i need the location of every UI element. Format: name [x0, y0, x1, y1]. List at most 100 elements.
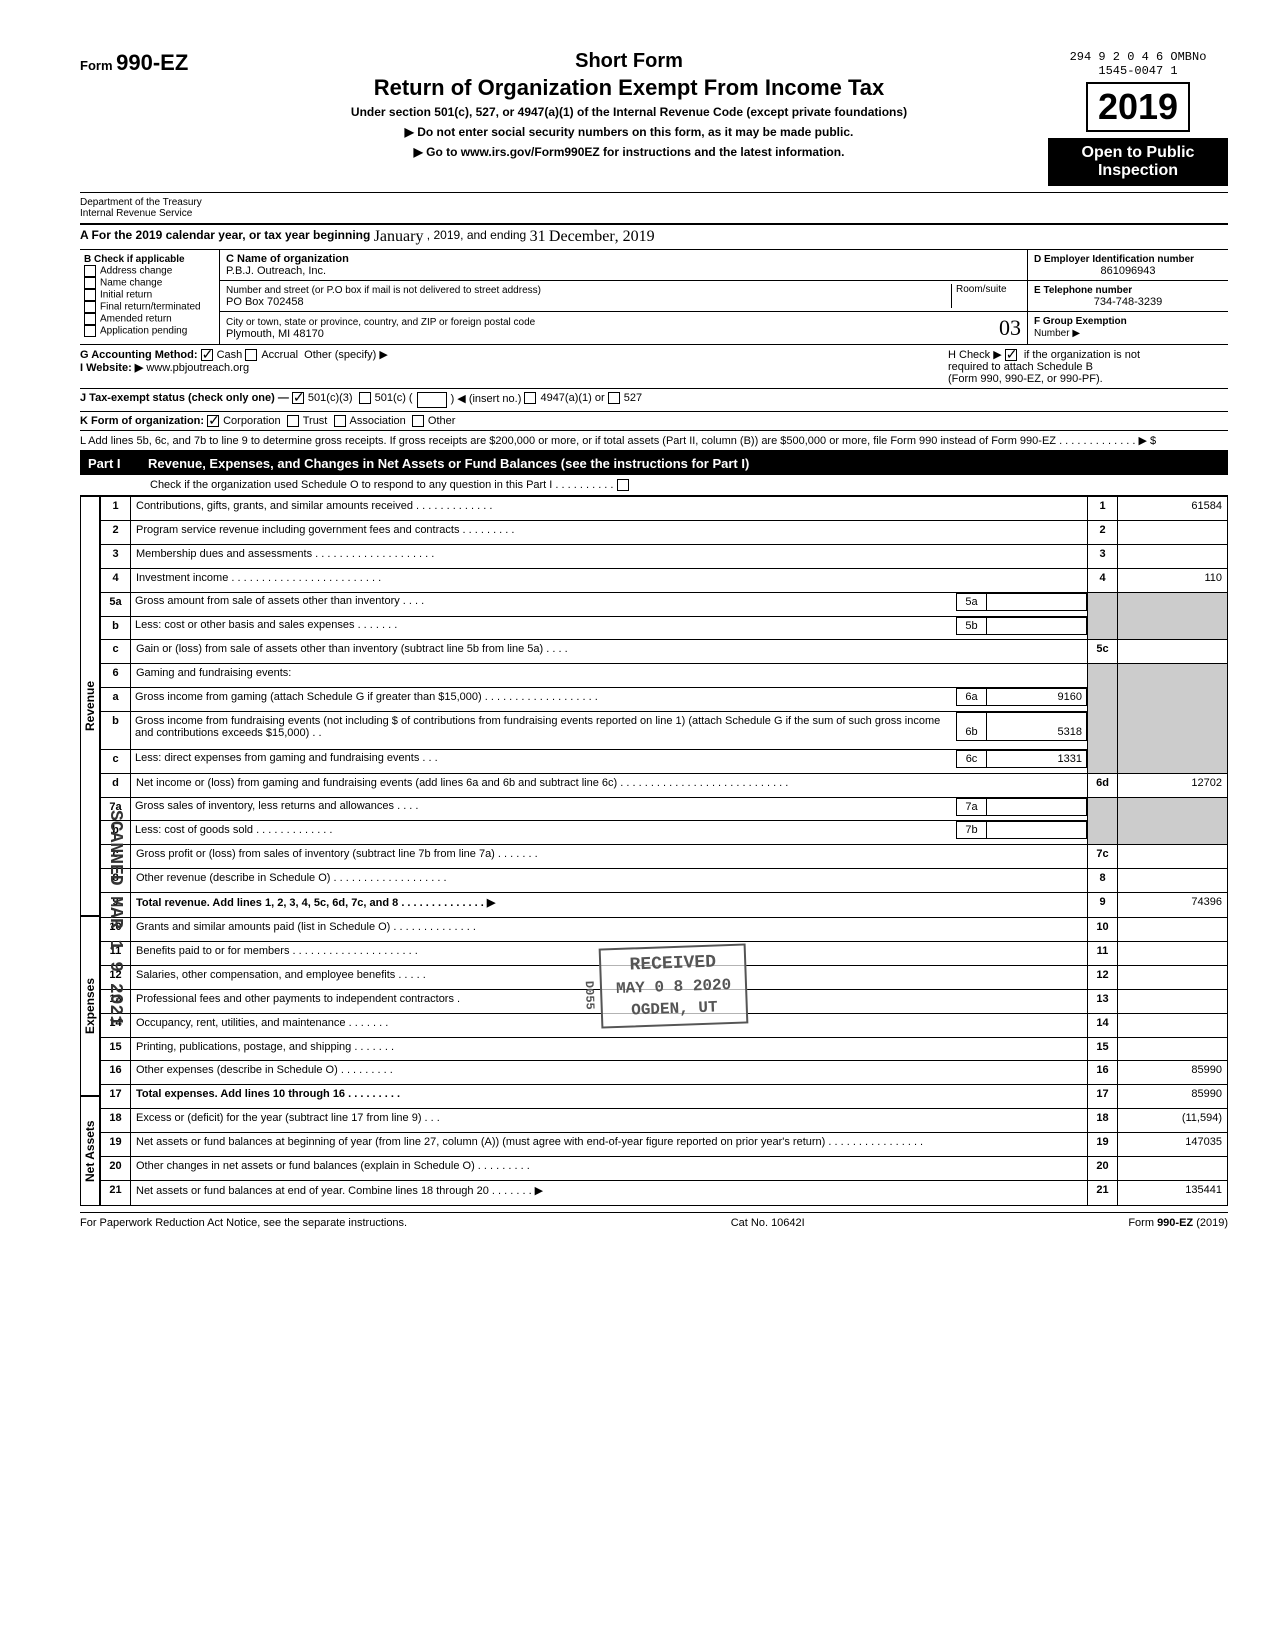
chk-corporation[interactable]: [207, 415, 219, 427]
amt-6d: 12702: [1118, 773, 1228, 797]
table-row: 9Total revenue. Add lines 1, 2, 3, 4, 5c…: [101, 893, 1228, 918]
chk-application-pending[interactable]: [84, 325, 96, 337]
chk-schedule-o[interactable]: [617, 479, 629, 491]
table-row: 3Membership dues and assessments . . . .…: [101, 544, 1228, 568]
chk-501c[interactable]: [359, 392, 371, 404]
addr-label: Number and street (or P.O box if mail is…: [226, 285, 541, 296]
vert-revenue: Revenue: [80, 496, 100, 916]
section-b: B Check if applicable Address change Nam…: [80, 250, 220, 344]
footer: For Paperwork Reduction Act Notice, see …: [80, 1212, 1228, 1229]
instr-line-1: ▶ Do not enter social security numbers o…: [220, 125, 1038, 139]
amt-6b: 5318: [987, 713, 1087, 741]
section-c: C Name of organization P.B.J. Outreach, …: [220, 250, 1028, 344]
chk-other-org[interactable]: [412, 415, 424, 427]
footer-mid: Cat No. 10642I: [731, 1217, 805, 1229]
part-1-check-line: Check if the organization used Schedule …: [80, 475, 1228, 496]
chk-address-change[interactable]: [84, 265, 96, 277]
tel-label: E Telephone number: [1034, 285, 1132, 296]
chk-final-return[interactable]: [84, 301, 96, 313]
amt-19: 147035: [1118, 1133, 1228, 1157]
chk-527[interactable]: [608, 392, 620, 404]
amt-21: 135441: [1118, 1180, 1228, 1205]
chk-association[interactable]: [334, 415, 346, 427]
part-1-title: Revenue, Expenses, and Changes in Net As…: [148, 456, 749, 471]
part-1-header: Part I Revenue, Expenses, and Changes in…: [80, 452, 1228, 475]
dept-treasury: Department of the Treasury: [80, 197, 230, 208]
dept-irs: Internal Revenue Service: [80, 208, 230, 219]
table-row: b Less: cost or other basis and sales ex…: [101, 616, 1228, 640]
group-exempt-label: F Group Exemption: [1034, 316, 1127, 327]
table-row: 21Net assets or fund balances at end of …: [101, 1180, 1228, 1205]
chk-name-change[interactable]: [84, 277, 96, 289]
line-a-begin: January: [374, 228, 424, 246]
table-row: c Less: direct expenses from gaming and …: [101, 749, 1228, 773]
scanned-stamp: SCANNED MAR 1 9 2021: [105, 810, 125, 1026]
table-row: b Less: cost of goods sold . . . . . . .…: [101, 821, 1228, 845]
amt-17: 85990: [1118, 1085, 1228, 1109]
form-badge: Form 990-EZ: [80, 50, 210, 76]
table-row: 19Net assets or fund balances at beginni…: [101, 1133, 1228, 1157]
table-row: cGross profit or (loss) from sales of in…: [101, 845, 1228, 869]
chk-cash[interactable]: [201, 349, 213, 361]
table-row: 18Excess or (deficit) for the year (subt…: [101, 1109, 1228, 1133]
subtitle: Under section 501(c), 527, or 4947(a)(1)…: [220, 105, 1038, 119]
chk-accrual[interactable]: [245, 349, 257, 361]
amt-16: 85990: [1118, 1061, 1228, 1085]
received-stamp: RECEIVED MAY 0 8 2020 OGDEN, UT D055: [599, 944, 749, 1029]
chk-501c3[interactable]: [292, 392, 304, 404]
chk-amended-return[interactable]: [84, 313, 96, 325]
chk-trust[interactable]: [287, 415, 299, 427]
table-row: 17Total expenses. Add lines 10 through 1…: [101, 1085, 1228, 1109]
header-center: Short Form Return of Organization Exempt…: [220, 50, 1038, 159]
table-row: 7a Gross sales of inventory, less return…: [101, 797, 1228, 821]
amt-1: 61584: [1118, 497, 1228, 521]
form-label: Form: [80, 58, 113, 73]
row-g: G Accounting Method: Cash Accrual Other …: [80, 345, 1228, 389]
vert-netassets: Net Assets: [80, 1096, 100, 1206]
line-a-end-year: , 2019: [615, 228, 655, 246]
short-form-title: Short Form: [220, 50, 1038, 73]
amt-6c: 1331: [987, 750, 1087, 767]
amt-18: (11,594): [1118, 1109, 1228, 1133]
form-header: Form 990-EZ Short Form Return of Organiz…: [80, 50, 1228, 186]
tax-year: 20201919: [1086, 82, 1190, 132]
city-label: City or town, state or province, country…: [226, 317, 535, 328]
footer-left: For Paperwork Reduction Act Notice, see …: [80, 1217, 407, 1229]
amt-4: 110: [1118, 568, 1228, 592]
part-1-table: 1Contributions, gifts, grants, and simil…: [100, 496, 1228, 1206]
amt-6a: 9160: [987, 689, 1087, 706]
table-row: 4Investment income . . . . . . . . . . .…: [101, 568, 1228, 592]
org-address: PO Box 702458: [226, 296, 304, 308]
hand-num: 03: [999, 315, 1021, 341]
table-row: 15Printing, publications, postage, and s…: [101, 1037, 1228, 1061]
open-public-badge: Open to Public Inspection: [1048, 138, 1228, 186]
table-row: 8Other revenue (describe in Schedule O) …: [101, 869, 1228, 893]
section-bcd: B Check if applicable Address change Nam…: [80, 250, 1228, 345]
omb-number: 294 9 2 0 4 6 OMBNo 1545-0047 1: [1048, 50, 1228, 78]
dept-block: Department of the Treasury Internal Reve…: [80, 192, 1228, 225]
tel-value: 734-748-3239: [1034, 296, 1222, 308]
table-row: 6Gaming and fundraising events:: [101, 664, 1228, 688]
row-j: J Tax-exempt status (check only one) — 5…: [80, 389, 1228, 412]
table-row: 2Program service revenue including gover…: [101, 521, 1228, 545]
return-title: Return of Organization Exempt From Incom…: [220, 75, 1038, 101]
room-suite-label: Room/suite: [951, 284, 1021, 308]
ein-label: D Employer Identification number: [1034, 254, 1194, 265]
row-k: K Form of organization: Corporation Trus…: [80, 412, 1228, 431]
section-d: D Employer Identification number 8610969…: [1028, 250, 1228, 344]
table-row: a Gross income from gaming (attach Sched…: [101, 688, 1228, 712]
line-a: A For the 2019 calendar year, or tax yea…: [80, 225, 1228, 250]
table-row: 5a Gross amount from sale of assets othe…: [101, 592, 1228, 616]
amt-9: 74396: [1118, 893, 1228, 918]
row-l: L Add lines 5b, 6c, and 7b to line 9 to …: [80, 431, 1228, 452]
line-a-end-month: December: [549, 228, 615, 246]
org-city: Plymouth, MI 48170: [226, 328, 324, 340]
section-b-header: B Check if applicable: [84, 254, 185, 265]
chk-4947[interactable]: [524, 392, 536, 404]
table-row: dNet income or (loss) from gaming and fu…: [101, 773, 1228, 797]
form-number: 990-EZ: [116, 50, 188, 75]
chk-schedule-b[interactable]: [1005, 349, 1017, 361]
footer-right: Form 990-EZ (2019): [1128, 1217, 1228, 1229]
chk-initial-return[interactable]: [84, 289, 96, 301]
table-row: 1Contributions, gifts, grants, and simil…: [101, 497, 1228, 521]
